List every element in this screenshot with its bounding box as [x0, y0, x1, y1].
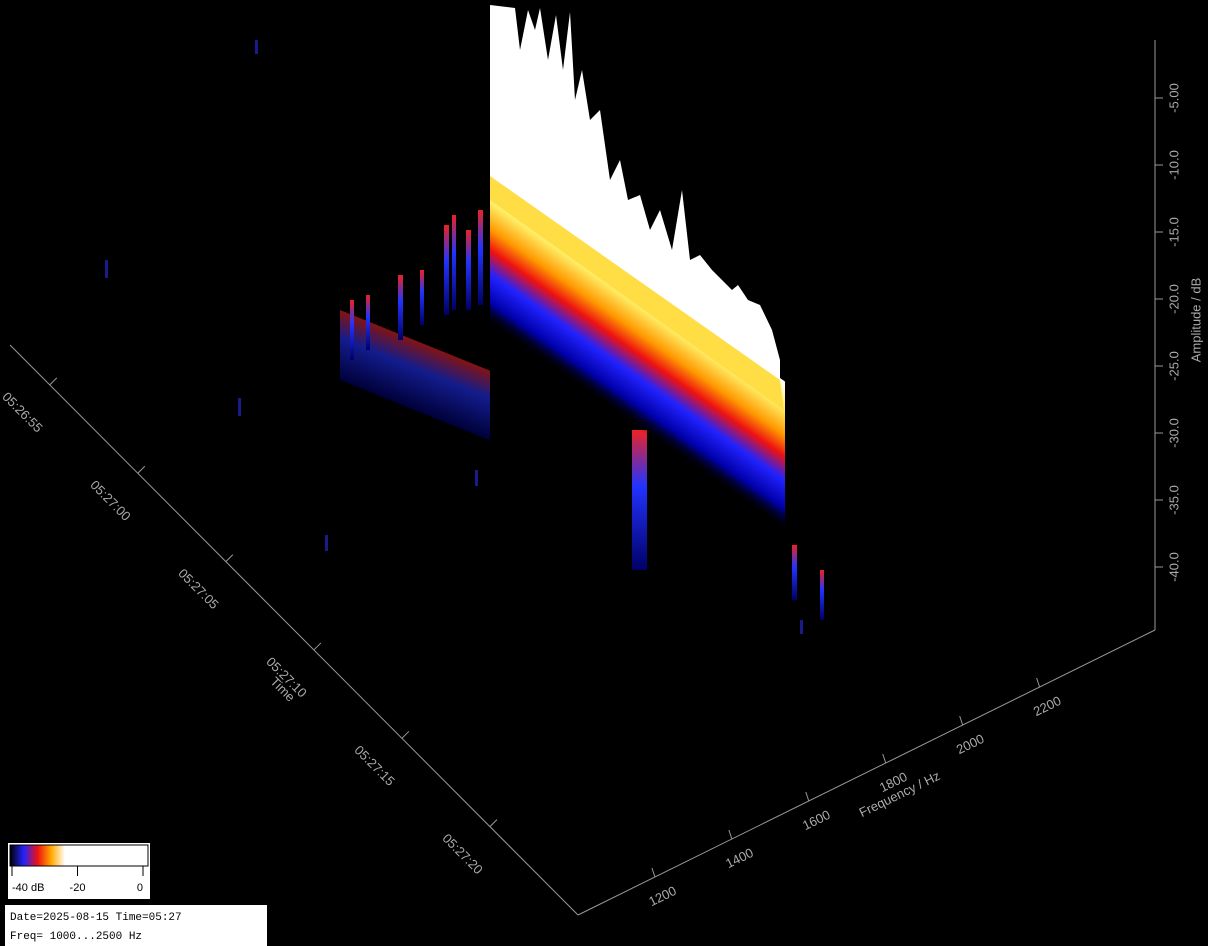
info-line: Freq= 1000...2500 Hz: [10, 931, 142, 943]
z-tick: [225, 554, 234, 562]
info-box: [5, 905, 267, 946]
z-tick-label: 05:26:55: [0, 389, 46, 435]
z-tick: [489, 819, 498, 828]
x-tick-label: 2200: [1031, 693, 1064, 719]
z-tick: [401, 730, 410, 739]
y-tick-label: -20.0: [1166, 284, 1181, 314]
spectrum-surface: [340, 5, 824, 620]
info-line: Date=2025-08-15 Time=05:27: [10, 912, 182, 924]
x-tick: [728, 829, 733, 840]
z-tick-label: 05:27:00: [87, 477, 133, 523]
x-tick: [882, 753, 887, 764]
x-tick: [959, 715, 964, 726]
x-tick: [805, 791, 810, 802]
z-tick: [49, 377, 58, 386]
y-tick-label: -40.0: [1166, 552, 1181, 582]
z-tick-label: 05:27:15: [351, 742, 397, 788]
colorbar-tick-label: 0: [137, 882, 143, 894]
y-tick-label: -15.0: [1166, 217, 1181, 247]
x-tick: [651, 867, 656, 878]
y-tick-label: -30.0: [1166, 418, 1181, 448]
y-tick-label: -25.0: [1166, 351, 1181, 381]
x-tick: [1036, 677, 1041, 688]
colorbar: [8, 843, 150, 899]
z-tick-label: 05:27:20: [440, 831, 486, 877]
z-tick: [313, 642, 322, 651]
y-tick-label: -5.00: [1166, 83, 1181, 113]
x-tick-label: 1200: [646, 883, 679, 909]
noise: [105, 40, 803, 634]
x-tick-label: 1400: [723, 845, 756, 871]
y-tick-label: -35.0: [1166, 485, 1181, 515]
y-tick-label: -10.0: [1166, 150, 1181, 180]
z-tick-label: 05:27:05: [175, 566, 221, 612]
colorbar-tick-label: -40 dB: [12, 882, 44, 894]
z-tick: [137, 465, 146, 474]
x-tick-label: 2000: [954, 731, 987, 757]
time-axis: [9, 344, 579, 916]
x-tick-label: 1600: [800, 807, 833, 833]
y-axis-label: Amplitude / dB: [1188, 278, 1203, 363]
frequency-axis: [577, 629, 1156, 916]
colorbar-tick-label: -20: [70, 882, 86, 894]
